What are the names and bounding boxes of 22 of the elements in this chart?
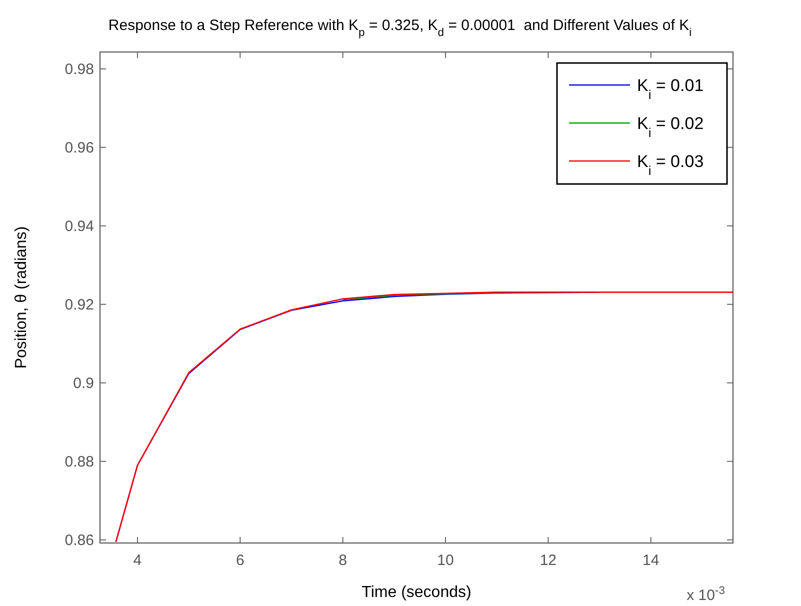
line-series bbox=[342, 292, 498, 300]
x-axis-title: Time (seconds) bbox=[362, 584, 472, 601]
x-tick-label: 10 bbox=[437, 552, 454, 569]
legend-label: K$_{i}$ = 0.02 bbox=[637, 114, 704, 140]
legend-label: K$_{i}$ = 0.01 bbox=[637, 76, 704, 102]
x-tick-label: 12 bbox=[540, 552, 557, 569]
text: x 10$^{-3}$ bbox=[686, 585, 725, 604]
x-tick-label: 14 bbox=[642, 552, 660, 569]
y-tick-label: 0.88 bbox=[64, 453, 94, 470]
y-tick-label: 0.86 bbox=[64, 532, 94, 549]
x-tick-label: 4 bbox=[133, 552, 142, 569]
line-series bbox=[115, 292, 733, 542]
y-axis-title: Position, θ (radians) bbox=[13, 226, 30, 369]
chart-title: Response to a Step Reference with K$_{p}$ = 0.325, K$_{d}$ = 0.00001 and Different Values of K$_{i}$ bbox=[108, 17, 692, 39]
y-tick-label: 0.9 bbox=[73, 374, 94, 392]
y-tick-label: 0.98 bbox=[64, 60, 94, 78]
legend-label: K$_{i}$ = 0.03 bbox=[637, 152, 704, 178]
y-tick-label: 0.94 bbox=[64, 218, 94, 235]
y-tick-label: 0.96 bbox=[64, 139, 94, 156]
y-tick-label: 0.92 bbox=[64, 296, 94, 314]
x-tick-label: 6 bbox=[236, 552, 244, 569]
x-tick-label: 8 bbox=[338, 552, 347, 569]
